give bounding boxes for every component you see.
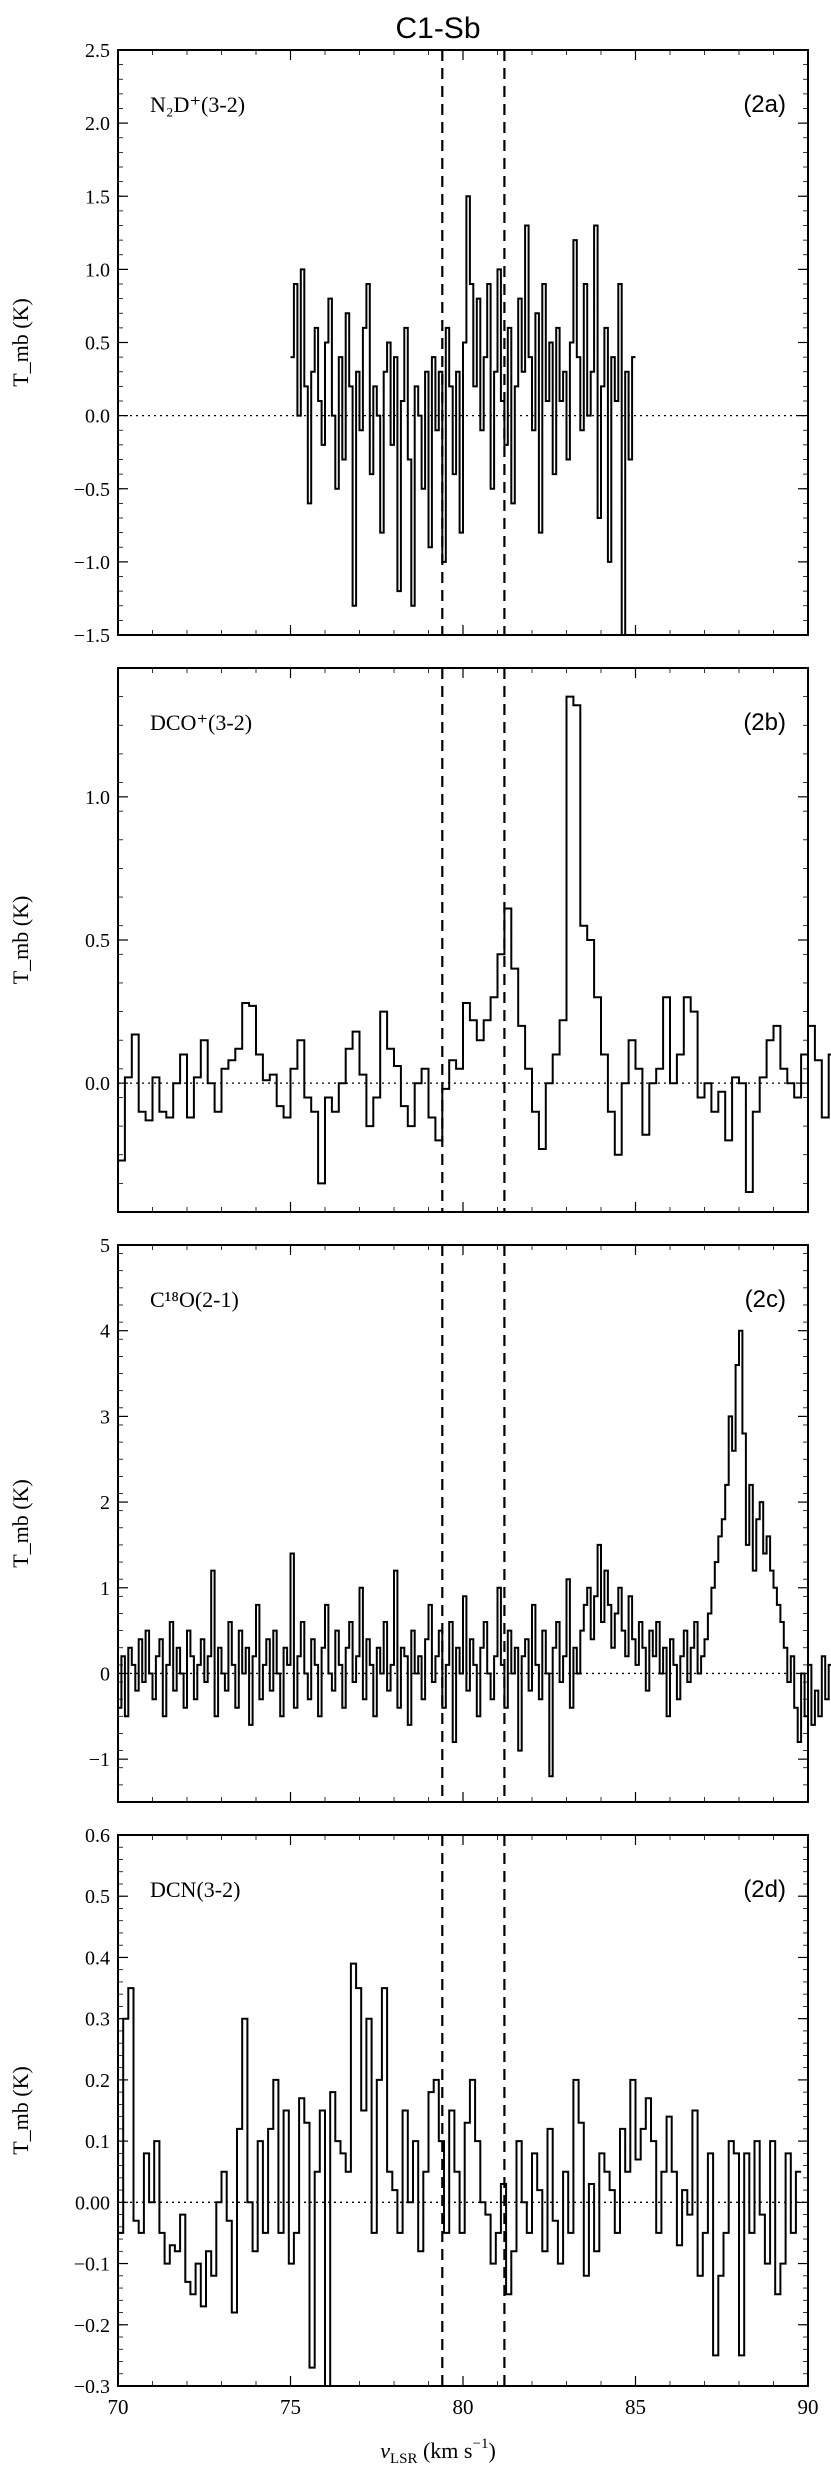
spectrum-line <box>290 195 636 636</box>
panel-label: (2b) <box>743 709 786 736</box>
y-tick-label: 3 <box>100 1406 110 1428</box>
species-label: C¹⁸O(2-1) <box>150 1287 239 1312</box>
y-tick-label: 1.0 <box>85 259 110 281</box>
species-label: N₂D⁺(3-2) <box>150 92 245 117</box>
x-tick-label: 80 <box>453 2395 474 2419</box>
panel-label: (2a) <box>743 91 786 118</box>
axes-frame <box>117 667 809 1213</box>
y-tick-label: 0.5 <box>85 1886 110 1908</box>
axes-frame <box>117 1244 809 1803</box>
y-tick-label: −0.5 <box>74 479 110 501</box>
spectrum-line <box>118 1329 831 1778</box>
x-axis-label: vLSR (km s−1) <box>380 2436 496 2467</box>
panel-label: (2c) <box>745 1286 786 1313</box>
spectrum-line <box>118 1962 802 2387</box>
y-tick-label: 0.1 <box>85 2131 110 2153</box>
y-tick-label: −0.3 <box>74 2376 110 2398</box>
y-tick-label: 0.6 <box>85 1825 110 1847</box>
y-tick-label: 0.0 <box>85 1073 110 1095</box>
y-tick-label: −1 <box>89 1749 110 1771</box>
y-tick-label: 4 <box>100 1321 110 1343</box>
panel-2d: −0.3 −0.2 −0.1 0.00 0.1 0.2 0.3 0.4 0.5 0.6 DCN(3-… <box>8 1825 809 2398</box>
y-tick-label: 5 <box>100 1235 110 1257</box>
axes-frame <box>117 1834 809 2387</box>
axes-frame <box>117 49 809 636</box>
y-axis-label: T_mb (K) <box>8 298 33 387</box>
y-tick-label: 1.5 <box>85 186 110 208</box>
y-tick-label: 1 <box>100 1578 110 1600</box>
y-tick-label: 0.2 <box>85 2070 110 2092</box>
species-label: DCO⁺(3-2) <box>150 710 252 735</box>
species-label: DCN(3-2) <box>150 1877 240 1902</box>
x-tick-label: 75 <box>280 2395 301 2419</box>
y-tick-label: 1.0 <box>85 787 110 809</box>
y-tick-label: −1.0 <box>74 552 110 574</box>
figure-title: C1-Sb <box>395 12 480 45</box>
panel-2c: −1 0 1 2 3 4 5 C¹⁸O(2-1) (2c) T_mb (K) <box>8 1235 831 1803</box>
y-tick-label: 0.3 <box>85 2009 110 2031</box>
y-axis-label: T_mb (K) <box>8 1479 33 1568</box>
y-tick-label: 0.0 <box>85 406 110 428</box>
y-tick-label: 0 <box>100 1663 110 1685</box>
y-tick-label: 0.00 <box>75 2192 110 2214</box>
y-tick-label: 2.5 <box>85 40 110 62</box>
panel-2a: −1.5 −1.0 −0.5 0.0 0.5 1.0 1.5 2.0 2.5 N₂D⁺(3-2) (… <box>8 40 809 647</box>
y-axis-label: T_mb (K) <box>8 896 33 985</box>
y-tick-label: 0.4 <box>85 1947 110 1969</box>
panel-2b: 0.0 0.5 1.0 DCO⁺(3-2) (2b) T_mb (K) <box>8 667 831 1213</box>
y-tick-label: 0.5 <box>85 930 110 952</box>
y-tick-label: 2.0 <box>85 113 110 135</box>
x-tick-label: 70 <box>108 2395 129 2419</box>
y-tick-label: −0.2 <box>74 2315 110 2337</box>
y-tick-label: 0.5 <box>85 333 110 355</box>
panels: −1.5 −1.0 −0.5 0.0 0.5 1.0 1.5 2.0 2.5 N₂D⁺(3-2) (… <box>8 40 831 2419</box>
y-tick-label: −1.5 <box>74 625 110 647</box>
x-tick-label: 85 <box>625 2395 646 2419</box>
panel-label: (2d) <box>743 1876 786 1903</box>
y-tick-label: 2 <box>100 1492 110 1514</box>
x-tick-label: 90 <box>798 2395 819 2419</box>
spectrum-line <box>118 695 831 1193</box>
y-tick-label: −0.1 <box>74 2254 110 2276</box>
y-axis-label: T_mb (K) <box>8 2066 33 2155</box>
